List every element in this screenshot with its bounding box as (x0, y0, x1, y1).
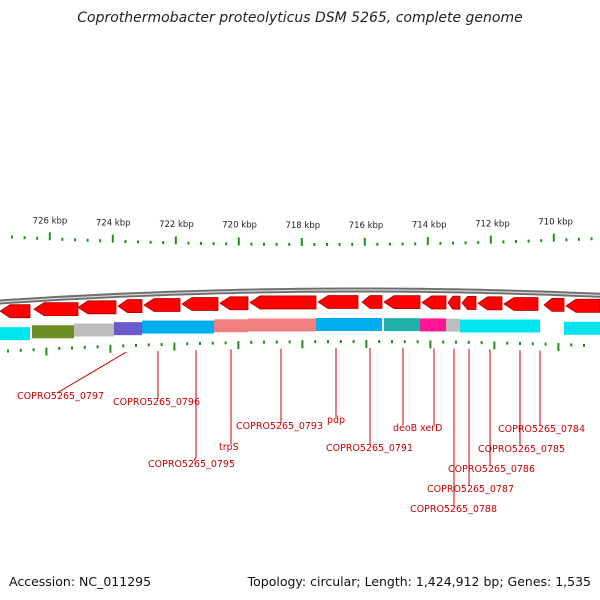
lower-scale-ticks (7, 340, 585, 356)
cog-band (32, 325, 74, 339)
callout-line (193, 350, 197, 462)
cog-band (420, 318, 446, 332)
gene-arrow (383, 295, 421, 310)
scale-label: 724 kbp (96, 218, 131, 228)
gene-label: COPRO5265_0784 (498, 424, 585, 435)
accession-text: Accession: NC_011295 (9, 574, 152, 589)
gene-arrow (219, 296, 249, 311)
scale-label: 726 kbp (33, 217, 68, 227)
gene-label: COPRO5265_0786 (448, 464, 535, 475)
gene-arrow (447, 295, 461, 310)
scale-label: 718 kbp (285, 221, 320, 231)
genome-backbone-highlight (0, 289, 600, 303)
gene-label: COPRO5265_0797 (17, 391, 104, 402)
gene-label: COPRO5265_0785 (478, 444, 565, 455)
gene-label: COPRO5265_0787 (427, 484, 514, 495)
scale-label: 712 kbp (475, 219, 510, 229)
gene-label: COPRO5265_0796 (113, 397, 200, 408)
cog-band (214, 319, 248, 333)
gene-label: COPRO5265_0788 (410, 504, 497, 515)
gene-arrow (77, 300, 117, 315)
gene-label: COPRO5265_0795 (148, 459, 235, 470)
gene-arrow (361, 295, 383, 309)
gene-label: trpS (219, 442, 239, 453)
scale-label: 710 kbp (538, 218, 573, 228)
gene-arrow (249, 295, 317, 310)
gene-label: COPRO5265_0793 (236, 421, 323, 432)
scale-label: 722 kbp (159, 220, 194, 230)
gene-arrow (543, 298, 565, 312)
cog-band (384, 318, 420, 332)
cog-band (74, 323, 114, 337)
gene-label: xerD (420, 423, 442, 434)
gene-arrow (143, 298, 181, 312)
gene-arrow (565, 298, 600, 313)
topology-summary: Topology: circular; Length: 1,424,912 bp… (247, 574, 591, 589)
cog-band (248, 318, 316, 332)
gene-arrow (317, 295, 359, 309)
gene-label: pdp (327, 415, 345, 426)
gene-arrow (503, 297, 539, 311)
gene-arrow (117, 299, 143, 313)
gene-label: COPRO5265_0791 (326, 443, 413, 454)
cog-band (446, 318, 460, 332)
gene-arrow (181, 297, 219, 311)
gene-track (0, 295, 600, 319)
gene-arrow (33, 302, 79, 317)
cog-band (564, 321, 600, 335)
cog-band (114, 322, 142, 336)
scale-labels: 726 kbp 724 kbp 722 kbp 720 kbp 718 kbp 716 k… (33, 217, 573, 231)
scale-label: 716 kbp (349, 221, 384, 231)
scale-label: 714 kbp (412, 220, 447, 230)
gene-arrow (0, 304, 31, 319)
scale-ticks (11, 232, 593, 246)
callout-line (56, 351, 127, 394)
cog-band (316, 318, 382, 332)
scale-label: 720 kbp (222, 221, 257, 231)
cog-band (0, 327, 30, 341)
gene-arrow (477, 296, 503, 311)
cog-band (460, 319, 540, 333)
cog-band (142, 320, 214, 334)
gene-arrow (461, 296, 477, 310)
gene-callouts: COPRO5265_0797 COPRO5265_0796 COPRO5265_07… (17, 348, 585, 515)
gene-label: deoB (393, 423, 417, 434)
map-title: Coprothermobacter proteolyticus DSM 5265… (77, 10, 523, 26)
gene-arrow (421, 295, 447, 310)
cog-track (0, 318, 600, 341)
